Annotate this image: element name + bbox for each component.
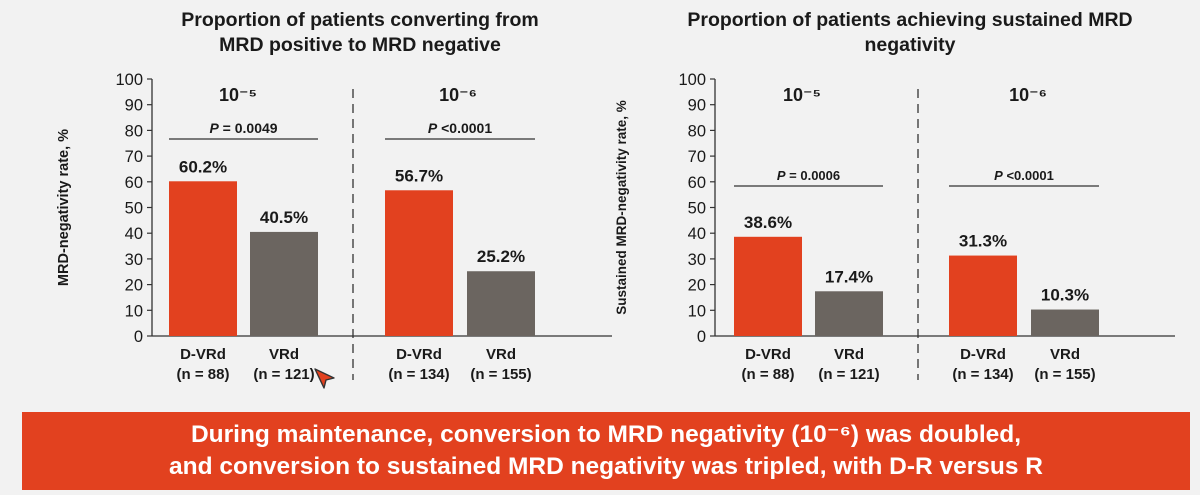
group-title: 10⁻⁶ xyxy=(439,85,477,105)
y-tick-label: 10 xyxy=(125,302,143,320)
mouse-pointer-icon xyxy=(314,368,335,389)
bar-vrd xyxy=(467,271,535,336)
x-category-label: VRd xyxy=(1050,346,1080,363)
bar-vrd xyxy=(250,231,318,336)
y-axis-label: MRD-negativity rate, % xyxy=(56,129,72,286)
pvalue-label: P <0.0001 xyxy=(428,120,492,136)
y-tick-label: 70 xyxy=(688,148,706,166)
x-category-label: D-VRd xyxy=(396,346,442,363)
x-category-label: VRd xyxy=(486,346,516,363)
y-tick-label: 50 xyxy=(688,200,706,218)
y-tick-label: 100 xyxy=(115,71,143,89)
y-axis-label: Sustained MRD-negativity rate, % xyxy=(614,100,629,315)
pvalue-text: <0.0001 xyxy=(437,120,492,136)
y-tick-label: 90 xyxy=(125,97,143,115)
y-tick-label: 60 xyxy=(125,174,143,192)
x-category-n: (n = 155) xyxy=(1034,366,1095,383)
pvalue-label: P = 0.0006 xyxy=(777,168,840,183)
sustained-mrd-chart: 0 10 20 30 40 50 60 70 80 90 100 Sustained MRD-nega… xyxy=(614,71,1175,383)
y-tick-label: 90 xyxy=(688,97,706,115)
pvalue-prefix: P xyxy=(428,120,438,136)
bar-vrd xyxy=(815,291,883,336)
x-category-n: (n = 134) xyxy=(388,366,449,383)
bar-vrd xyxy=(1031,309,1099,336)
pvalue-prefix: P xyxy=(994,168,1003,183)
y-tick-label: 40 xyxy=(688,225,706,243)
y-tick-label: 80 xyxy=(125,122,143,140)
left-chart-title: Proportion of patients converting from M… xyxy=(181,9,539,56)
y-tick-label: 70 xyxy=(125,148,143,166)
bar-d-vrd xyxy=(734,236,802,336)
y-tick-label: 40 xyxy=(125,225,143,243)
x-category-n: (n = 88) xyxy=(742,366,795,383)
bar-value-label: 25.2% xyxy=(477,247,525,266)
x-category-label: D-VRd xyxy=(180,346,226,363)
y-tick-label: 0 xyxy=(697,328,706,346)
summary-line-2: and conversion to sustained MRD negativi… xyxy=(169,453,1043,480)
y-tick-label: 60 xyxy=(688,174,706,192)
pvalue-prefix: P xyxy=(777,168,786,183)
pvalue-text: = 0.0006 xyxy=(786,168,841,183)
bar-value-label: 56.7% xyxy=(395,166,443,185)
x-category-label: D-VRd xyxy=(745,346,791,363)
summary-banner: During maintenance, conversion to MRD ne… xyxy=(22,412,1190,490)
bar-value-label: 17.4% xyxy=(825,267,873,286)
x-category-n: (n = 121) xyxy=(253,366,314,383)
bar-value-label: 10.3% xyxy=(1041,286,1089,305)
x-category-n: (n = 134) xyxy=(952,366,1013,383)
pvalue-prefix: P xyxy=(209,120,219,136)
y-tick-label: 50 xyxy=(125,200,143,218)
x-category-label: VRd xyxy=(269,346,299,363)
bar-value-label: 60.2% xyxy=(179,157,227,176)
y-tick-label: 20 xyxy=(125,277,143,295)
group-title: 10⁻⁵ xyxy=(783,85,821,105)
summary-line-1: During maintenance, conversion to MRD ne… xyxy=(190,421,1022,448)
y-tick-label: 20 xyxy=(688,277,706,295)
pvalue-text: <0.0001 xyxy=(1003,168,1054,183)
right-chart-title: Proportion of patients achieving sustain… xyxy=(687,9,1133,56)
y-tick-label: 30 xyxy=(688,251,706,269)
pvalue-label: P = 0.0049 xyxy=(209,120,277,136)
pvalue-text: = 0.0049 xyxy=(219,120,278,136)
y-tick-label: 100 xyxy=(678,71,706,89)
y-tick-label: 0 xyxy=(134,328,143,346)
bar-d-vrd xyxy=(949,255,1017,336)
bar-d-vrd xyxy=(385,190,453,336)
bar-value-label: 31.3% xyxy=(959,232,1007,251)
bar-d-vrd xyxy=(169,181,237,336)
group-title: 10⁻⁶ xyxy=(1009,85,1047,105)
x-category-label: D-VRd xyxy=(960,346,1006,363)
bar-value-label: 40.5% xyxy=(260,208,308,227)
bar-value-label: 38.6% xyxy=(744,213,792,232)
y-tick-label: 10 xyxy=(688,302,706,320)
x-category-n: (n = 88) xyxy=(177,366,230,383)
mrd-conversion-chart: 0 10 20 30 40 50 60 70 80 90 100 MRD-negativity rat… xyxy=(56,71,612,383)
y-tick-label: 80 xyxy=(688,122,706,140)
x-category-n: (n = 155) xyxy=(470,366,531,383)
y-tick-label: 30 xyxy=(125,251,143,269)
pvalue-label: P <0.0001 xyxy=(994,168,1054,183)
group-title: 10⁻⁵ xyxy=(219,85,257,105)
x-category-label: VRd xyxy=(834,346,864,363)
x-category-n: (n = 121) xyxy=(818,366,879,383)
